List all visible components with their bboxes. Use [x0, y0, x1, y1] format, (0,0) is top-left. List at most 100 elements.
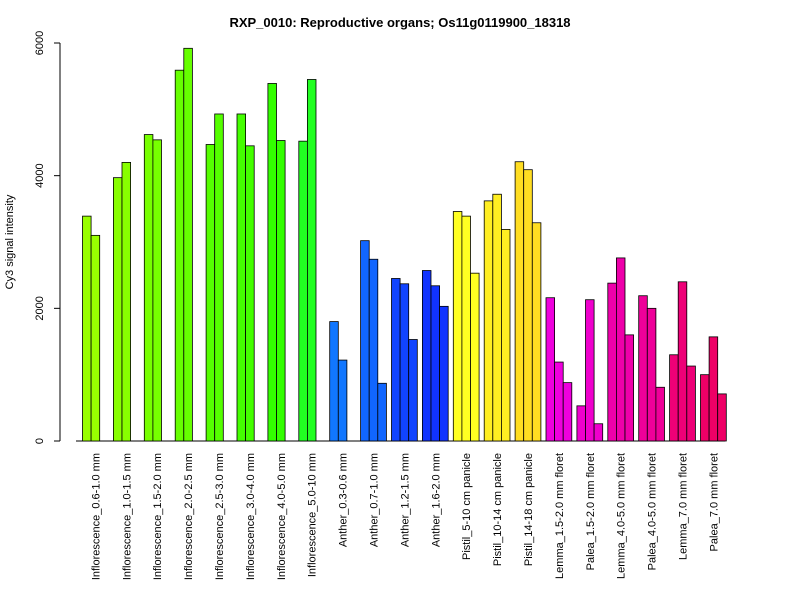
bar	[492, 193, 502, 442]
bar	[607, 282, 617, 442]
category-label: Palea_4.0-5.0 mm floret	[647, 453, 659, 570]
bar	[500, 228, 511, 442]
bar-group	[483, 193, 511, 442]
bar	[214, 113, 224, 442]
category-label: Inflorescence_4.0-5.0 mm	[276, 453, 288, 580]
bar-group	[298, 79, 317, 442]
bar	[483, 200, 494, 442]
bar	[677, 281, 688, 442]
bar-group	[143, 134, 162, 442]
bar-group	[329, 321, 348, 442]
bar	[717, 393, 727, 442]
category-label: Inflorescence_3.0-4.0 mm	[245, 453, 257, 580]
bar	[152, 139, 162, 442]
y-tick-label: 0	[34, 438, 46, 444]
category-label: Palea_7.0 mm floret	[708, 453, 720, 551]
category-label: Inflorescence_2.5-3.0 mm	[214, 453, 226, 580]
category-label: Inflorescence_1.0-1.5 mm	[121, 453, 133, 580]
bar	[708, 336, 719, 442]
category-label: Pistil_10-14 cm panicle	[492, 453, 504, 566]
bar	[669, 354, 679, 442]
category-label: Palea_1.5-2.0 mm floret	[585, 453, 597, 570]
bar-group	[236, 113, 255, 442]
bar	[576, 405, 586, 442]
bar-group	[452, 211, 480, 442]
bar-group	[174, 47, 193, 442]
bar	[90, 234, 101, 442]
bar	[585, 299, 595, 442]
bar	[205, 144, 216, 442]
bar	[531, 222, 542, 442]
bar	[245, 145, 255, 442]
bar	[276, 140, 286, 442]
bar	[143, 134, 154, 442]
y-tick-label: 4000	[34, 163, 46, 187]
bar	[236, 113, 247, 442]
bar	[452, 211, 463, 442]
bar	[337, 359, 348, 442]
category-label: Anther_1.2-1.5 mm	[399, 453, 411, 547]
bar	[368, 258, 379, 442]
bar	[298, 140, 308, 442]
bar	[470, 272, 480, 442]
bar	[306, 79, 317, 442]
category-labels: Inflorescence_0.6-1.0 mm Inflorescence_1.…	[90, 453, 720, 580]
bar	[174, 69, 185, 442]
bar	[638, 295, 648, 442]
bar-group	[267, 83, 286, 442]
bar-group	[514, 161, 542, 442]
category-label: Lemma_1.5-2.0 mm floret	[554, 453, 566, 579]
bar-group	[545, 297, 573, 442]
bar	[113, 177, 123, 442]
bar	[329, 321, 339, 442]
bar	[593, 423, 604, 442]
bar	[554, 361, 564, 442]
bar	[399, 283, 410, 442]
bar	[686, 365, 696, 442]
category-label: Pistil_14-18 cm panicle	[523, 453, 535, 566]
chart-title: RXP_0010: Reproductive organs; Os11g0119…	[229, 15, 570, 30]
bar-group	[421, 270, 449, 442]
bar-group	[638, 295, 665, 442]
category-label: Anther_0.3-0.6 mm	[338, 453, 350, 547]
category-label: Lemma_7.0 mm floret	[678, 453, 690, 560]
bar	[545, 297, 556, 442]
bar-group	[700, 336, 727, 442]
y-tick-label: 6000	[34, 31, 46, 55]
category-label: Inflorescence_0.6-1.0 mm	[90, 453, 102, 580]
bar	[461, 215, 471, 442]
bar-group	[205, 113, 224, 442]
category-label: Inflorescence_1.5-2.0 mm	[152, 453, 164, 580]
category-label: Anther_1.6-2.0 mm	[430, 453, 442, 547]
category-label: Inflorescence_5.0-10 mm	[307, 453, 319, 577]
bar	[421, 270, 432, 442]
category-label: Inflorescence_2.0-2.5 mm	[183, 453, 195, 580]
bar	[82, 215, 92, 442]
bar	[439, 305, 449, 442]
category-label: Lemma_4.0-5.0 mm floret	[616, 453, 628, 579]
bar	[624, 334, 635, 442]
bar-group	[391, 278, 418, 442]
bar-group	[360, 240, 387, 442]
y-tick-label: 2000	[34, 296, 46, 320]
bar	[183, 47, 193, 442]
bar	[646, 307, 657, 442]
bar	[700, 374, 710, 442]
bar	[655, 386, 665, 442]
bar-group	[607, 257, 635, 442]
bar	[514, 161, 525, 442]
bar-group	[82, 215, 101, 442]
bar-group	[669, 281, 696, 442]
bar	[377, 382, 387, 442]
bar	[562, 382, 573, 442]
bar	[121, 161, 132, 442]
bar-group	[576, 299, 604, 442]
bar	[360, 240, 370, 442]
category-label: Pistil_5-10 cm panicle	[461, 453, 473, 560]
bar	[391, 278, 401, 442]
bar	[267, 83, 277, 442]
bar-group	[113, 161, 132, 442]
y-axis-label: Cy3 signal intensity	[4, 194, 16, 289]
bar	[408, 339, 418, 442]
